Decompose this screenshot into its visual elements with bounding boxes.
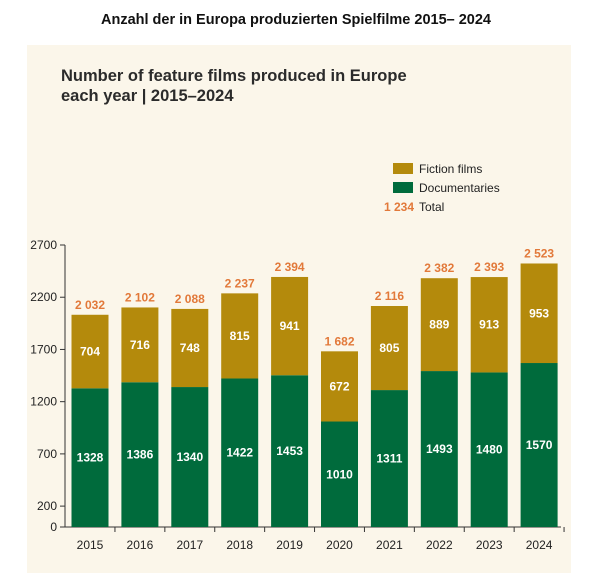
- legend: Fiction films Documentaries 1 234 Total: [384, 162, 500, 214]
- bar-fiction: [370, 305, 408, 391]
- bar-documentaries: [520, 363, 558, 527]
- bar-fiction: [221, 293, 259, 379]
- data-label-documentaries: 1453: [276, 444, 303, 458]
- x-tick-label: 2021: [376, 538, 403, 552]
- page-heading: Anzahl der in Europa produzierten Spielf…: [100, 12, 491, 28]
- bar-documentaries: [420, 371, 458, 527]
- data-label-documentaries: 1328: [77, 451, 104, 465]
- data-label-total: 2 394: [275, 260, 305, 274]
- x-tick-label: 2017: [176, 538, 203, 552]
- legend-total-sample: 1 234: [384, 200, 414, 214]
- y-tick-label: 2700: [30, 238, 57, 252]
- data-label-documentaries: 1010: [326, 467, 353, 481]
- legend-label-total: Total: [419, 200, 444, 214]
- data-label-fiction: 913: [479, 318, 499, 332]
- data-label-total: 2 116: [375, 289, 405, 303]
- bar-fiction: [271, 276, 309, 376]
- bar-documentaries: [121, 382, 159, 527]
- data-label-total: 1 682: [324, 334, 354, 348]
- y-tick-label: 700: [37, 447, 57, 461]
- bar-documentaries: [370, 390, 408, 527]
- x-tick-label: 2016: [127, 538, 154, 552]
- data-label-documentaries: 1480: [476, 443, 503, 457]
- x-tick-label: 2020: [326, 538, 353, 552]
- bar-fiction: [321, 351, 358, 422]
- chart-title-line-1: Number of feature films produced in Euro…: [61, 67, 407, 85]
- data-label-fiction: 672: [329, 379, 349, 393]
- bar-documentaries: [221, 378, 259, 527]
- data-label-fiction: 941: [280, 319, 300, 333]
- axes: 0 200 700 1200 1700 2200 2700 2015 2016 2017 2018 2…: [30, 238, 565, 552]
- bar-fiction: [420, 278, 458, 372]
- y-tick-label: 0: [50, 520, 57, 534]
- data-label-fiction: 748: [180, 341, 200, 355]
- data-label-fiction: 815: [230, 329, 250, 343]
- y-tick-label: 1700: [30, 342, 57, 356]
- bar-documentaries: [321, 421, 358, 527]
- x-tick-label: 2023: [476, 538, 503, 552]
- legend-swatch-fiction: [393, 163, 413, 174]
- bar-fiction: [171, 308, 209, 388]
- legend-label-fiction: Fiction films: [419, 162, 482, 176]
- legend-swatch-documentaries: [393, 182, 413, 193]
- data-label-total: 2 382: [424, 261, 454, 275]
- data-label-documentaries: 1493: [426, 442, 453, 456]
- data-label-total: 2 032: [75, 298, 105, 312]
- y-tick-label: 200: [37, 499, 57, 513]
- data-label-documentaries: 1386: [127, 448, 154, 462]
- legend-label-documentaries: Documentaries: [419, 181, 500, 195]
- bar-documentaries: [470, 372, 508, 527]
- data-label-fiction: 704: [80, 345, 100, 359]
- data-label-fiction: 953: [529, 306, 549, 320]
- bar-documentaries: [271, 375, 309, 527]
- data-label-total: 2 393: [474, 260, 504, 274]
- chart-title-line-2: each year | 2015–2024: [61, 87, 234, 105]
- bar-fiction: [121, 307, 159, 383]
- data-label-documentaries: 1570: [526, 438, 553, 452]
- bar-fiction: [470, 277, 508, 373]
- y-tick-label: 1200: [30, 395, 57, 409]
- x-tick-label: 2019: [276, 538, 303, 552]
- x-tick-label: 2024: [526, 538, 553, 552]
- data-label-documentaries: 1311: [376, 452, 402, 466]
- data-label-total: 2 088: [175, 292, 205, 306]
- data-label-fiction: 716: [130, 338, 150, 352]
- data-label-total: 2 237: [225, 276, 255, 290]
- data-label-fiction: 805: [379, 341, 399, 355]
- bar-fiction: [71, 314, 109, 389]
- bar-documentaries: [71, 388, 109, 527]
- bar-documentaries: [171, 387, 209, 527]
- x-tick-label: 2015: [77, 538, 104, 552]
- chart-title: Number of feature films produced in Euro…: [61, 66, 481, 106]
- bars: 1328 704 2 032 1386 716 2 102 1340 748 2 088 1422…: [71, 246, 558, 527]
- data-label-documentaries: 1340: [176, 450, 203, 464]
- data-label-total: 2 102: [125, 290, 155, 304]
- data-label-total: 2 523: [524, 246, 554, 260]
- x-tick-label: 2022: [426, 538, 453, 552]
- y-tick-label: 2200: [30, 290, 57, 304]
- data-label-fiction: 889: [429, 318, 449, 332]
- data-label-documentaries: 1422: [226, 446, 253, 460]
- x-tick-label: 2018: [226, 538, 253, 552]
- bar-fiction: [520, 263, 558, 364]
